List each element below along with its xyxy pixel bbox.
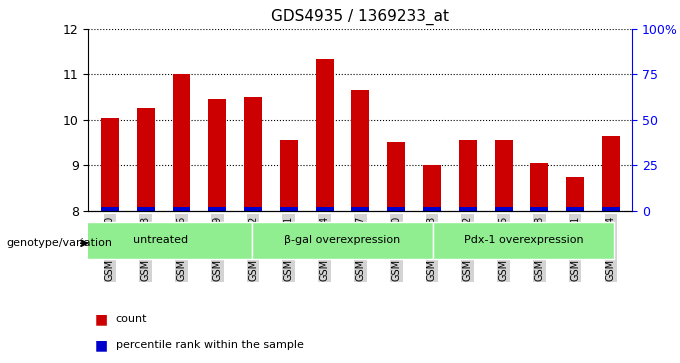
Bar xyxy=(280,140,298,211)
Bar xyxy=(602,136,620,211)
Bar xyxy=(101,207,119,211)
Bar xyxy=(137,109,154,211)
Bar xyxy=(387,207,405,211)
Text: genotype/variation: genotype/variation xyxy=(7,238,113,248)
Bar xyxy=(494,207,513,211)
Text: ■: ■ xyxy=(95,313,108,326)
Bar xyxy=(244,97,262,211)
Text: untreated: untreated xyxy=(133,234,188,245)
Bar xyxy=(602,207,620,211)
Title: GDS4935 / 1369233_at: GDS4935 / 1369233_at xyxy=(271,9,449,25)
Text: Pdx-1 overexpression: Pdx-1 overexpression xyxy=(464,234,583,245)
Bar xyxy=(316,58,334,211)
Bar xyxy=(208,207,226,211)
FancyBboxPatch shape xyxy=(252,222,433,259)
Bar xyxy=(137,207,154,211)
Bar xyxy=(566,176,584,211)
Text: β-gal overexpression: β-gal overexpression xyxy=(284,234,401,245)
FancyBboxPatch shape xyxy=(433,222,614,259)
Bar xyxy=(352,207,369,211)
Text: percentile rank within the sample: percentile rank within the sample xyxy=(116,340,303,350)
Bar xyxy=(459,140,477,211)
Bar xyxy=(387,143,405,211)
Bar xyxy=(459,207,477,211)
FancyBboxPatch shape xyxy=(70,222,252,259)
Bar xyxy=(566,207,584,211)
Bar xyxy=(423,207,441,211)
Bar xyxy=(101,118,119,211)
Bar xyxy=(530,163,548,211)
Bar xyxy=(173,207,190,211)
Bar xyxy=(530,207,548,211)
Bar xyxy=(494,140,513,211)
Text: count: count xyxy=(116,314,147,325)
Bar xyxy=(423,165,441,211)
Bar xyxy=(244,207,262,211)
Bar xyxy=(280,207,298,211)
Bar xyxy=(173,74,190,211)
Bar xyxy=(208,99,226,211)
Text: ■: ■ xyxy=(95,338,108,352)
Bar xyxy=(316,207,334,211)
Bar xyxy=(352,90,369,211)
